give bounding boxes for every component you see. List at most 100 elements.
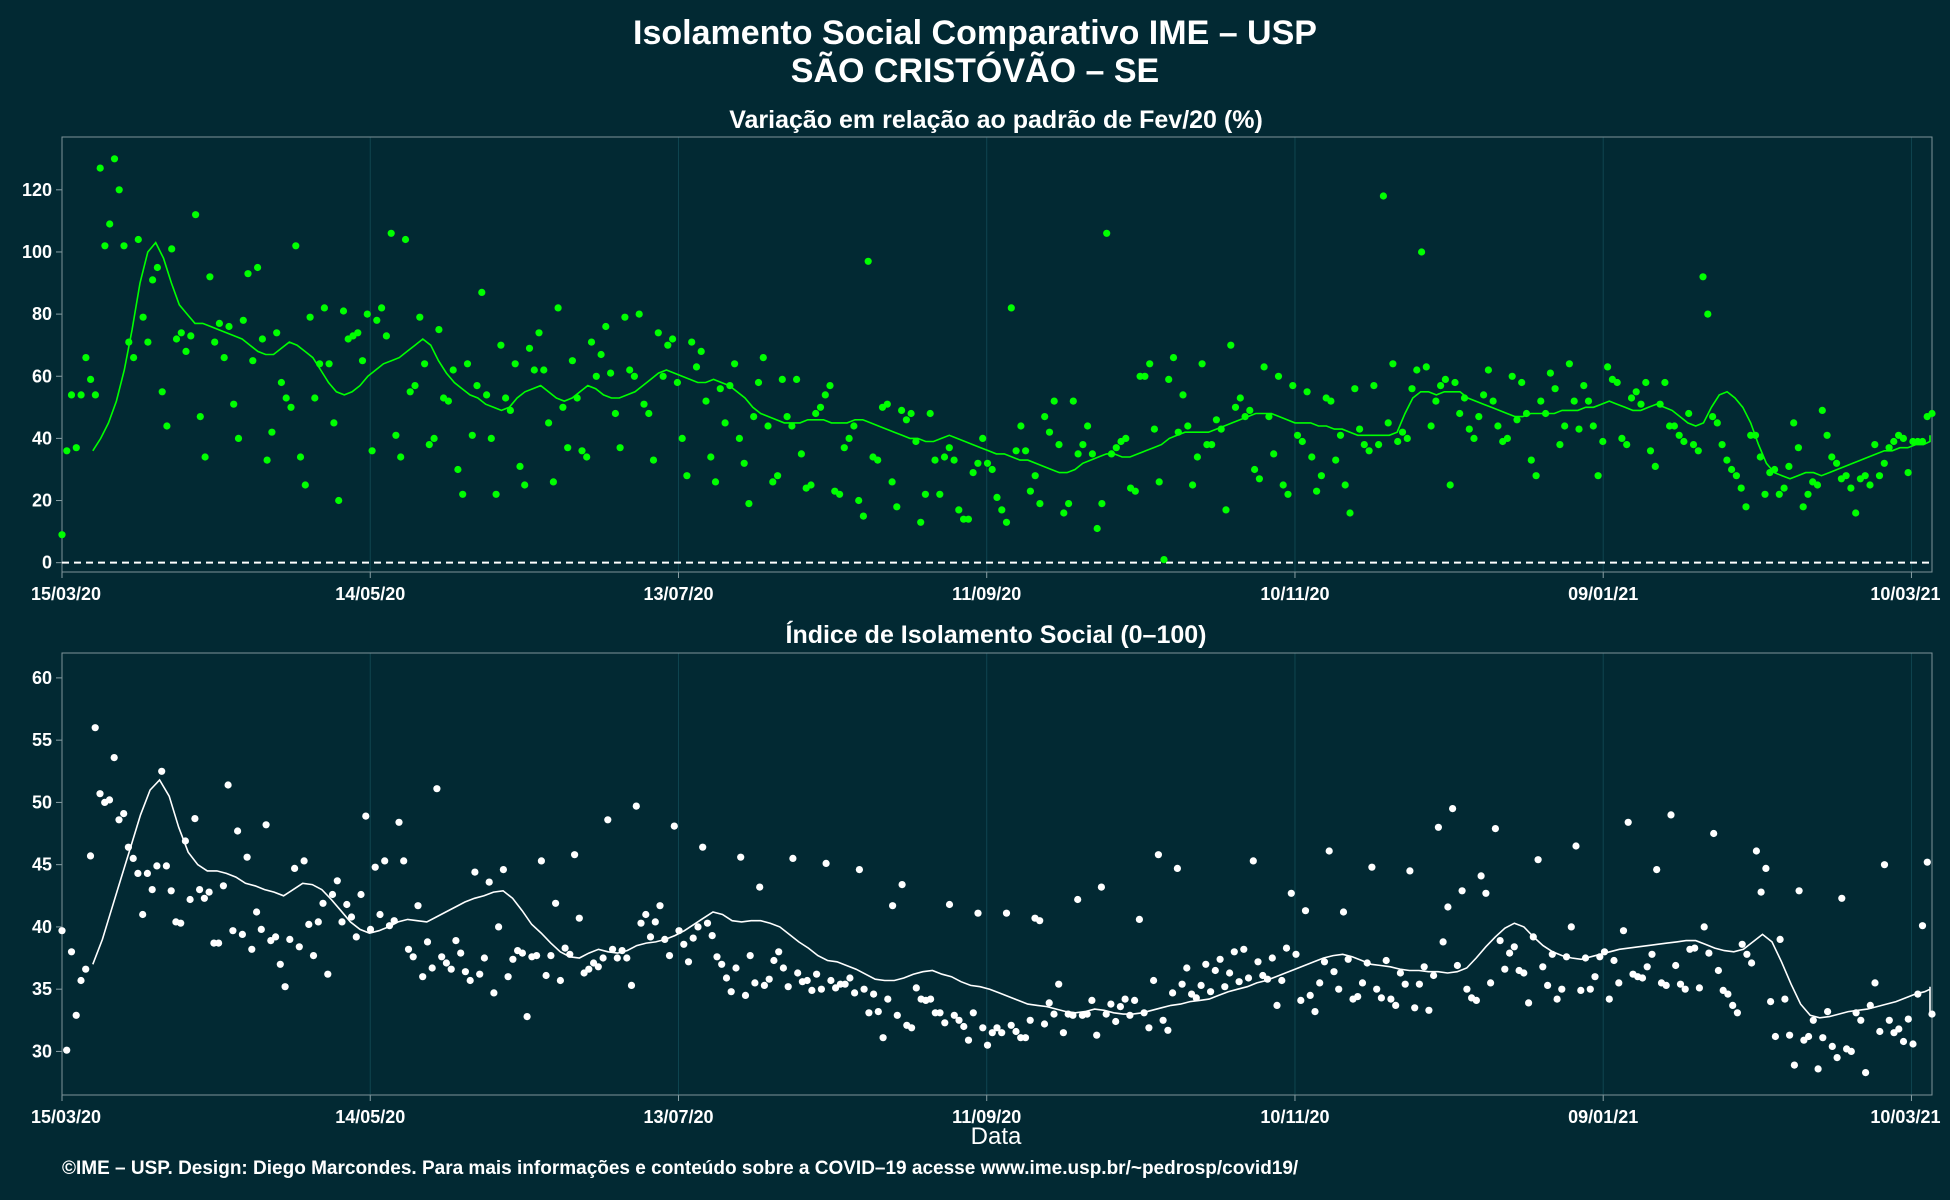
data-point — [354, 329, 362, 337]
data-point — [1325, 847, 1333, 855]
data-point — [234, 827, 242, 835]
data-point — [1828, 1042, 1836, 1050]
data-point — [883, 400, 891, 408]
data-point — [1748, 959, 1756, 967]
data-point — [311, 394, 319, 402]
data-point — [950, 1011, 958, 1019]
data-point — [1880, 861, 1889, 869]
data-point — [1828, 453, 1836, 461]
data-point — [1923, 858, 1931, 866]
data-point — [1050, 397, 1058, 405]
data-point — [1211, 966, 1219, 975]
data-point — [552, 899, 560, 907]
data-point — [955, 1016, 963, 1024]
data-point — [1757, 888, 1765, 896]
data-point — [571, 851, 579, 859]
data-point — [1360, 441, 1368, 449]
data-point — [1093, 524, 1101, 533]
data-point — [366, 925, 375, 934]
data-point — [325, 360, 333, 368]
data-point — [1249, 857, 1257, 865]
data-point — [1169, 354, 1178, 362]
data-point — [735, 434, 744, 442]
data-point — [1904, 1015, 1912, 1023]
data-point — [751, 979, 759, 987]
x-tick-label: 11/09/20 — [952, 1107, 1021, 1127]
data-point — [789, 854, 797, 863]
data-point — [974, 459, 982, 467]
data-point — [414, 902, 422, 910]
data-point — [1508, 372, 1516, 380]
data-point — [1710, 829, 1718, 838]
data-point — [1756, 453, 1764, 461]
data-point — [689, 934, 697, 942]
data-point — [1539, 963, 1547, 971]
data-point — [518, 949, 527, 957]
data-point — [1695, 984, 1703, 992]
data-point — [592, 372, 600, 380]
y-tick-label: 120 — [22, 180, 52, 200]
data-point — [993, 493, 1001, 501]
data-point — [1681, 985, 1689, 993]
data-point — [1026, 487, 1034, 495]
data-point — [397, 453, 405, 461]
y-tick-label: 50 — [32, 792, 52, 812]
data-point — [1833, 1054, 1841, 1062]
data-point — [272, 933, 280, 941]
data-point — [1762, 864, 1770, 873]
data-point — [759, 354, 767, 362]
data-point — [1145, 1024, 1153, 1032]
data-point — [813, 970, 821, 978]
footer-caption: ©IME – USP. Design: Diego Marcondes. Par… — [62, 1158, 1299, 1179]
data-point — [545, 419, 553, 427]
data-point — [964, 515, 973, 523]
data-point — [77, 976, 85, 985]
data-point — [172, 335, 181, 343]
data-point — [1642, 378, 1650, 387]
data-point — [1088, 450, 1096, 458]
y-tick-label: 30 — [32, 1041, 52, 1061]
data-point — [77, 391, 85, 399]
data-point — [1022, 447, 1030, 455]
data-point — [664, 341, 672, 349]
data-point — [1751, 431, 1760, 439]
data-point — [1083, 1010, 1091, 1018]
data-point — [1661, 378, 1669, 387]
data-point — [215, 319, 223, 327]
data-point — [1131, 996, 1139, 1005]
data-point — [540, 366, 548, 374]
data-point — [163, 422, 171, 430]
data-point — [105, 796, 114, 804]
data-point — [91, 724, 99, 732]
x-tick-label: 13/07/20 — [643, 584, 713, 604]
data-point — [1240, 945, 1248, 953]
data-point — [1871, 979, 1879, 987]
data-point — [902, 416, 911, 424]
data-point — [1610, 956, 1618, 965]
data-point — [533, 952, 541, 960]
data-point — [926, 409, 934, 418]
data-point — [1183, 964, 1191, 972]
data-point — [651, 918, 659, 926]
data-point — [257, 925, 265, 934]
data-point — [694, 923, 702, 931]
data-point — [874, 456, 882, 464]
data-point — [1351, 385, 1359, 393]
data-point — [1928, 409, 1936, 418]
data-point — [438, 953, 446, 961]
data-point — [1775, 490, 1783, 498]
data-point — [564, 444, 572, 452]
data-point — [306, 313, 314, 321]
data-point — [1112, 1017, 1120, 1026]
data-point — [670, 822, 678, 830]
data-point — [1330, 968, 1338, 976]
data-point — [478, 288, 486, 296]
data-point — [1909, 1040, 1917, 1048]
data-point — [927, 995, 935, 1003]
data-point — [421, 360, 429, 368]
data-point — [613, 954, 621, 962]
data-point — [850, 422, 858, 430]
data-point — [860, 985, 868, 993]
data-point — [1059, 1029, 1067, 1037]
